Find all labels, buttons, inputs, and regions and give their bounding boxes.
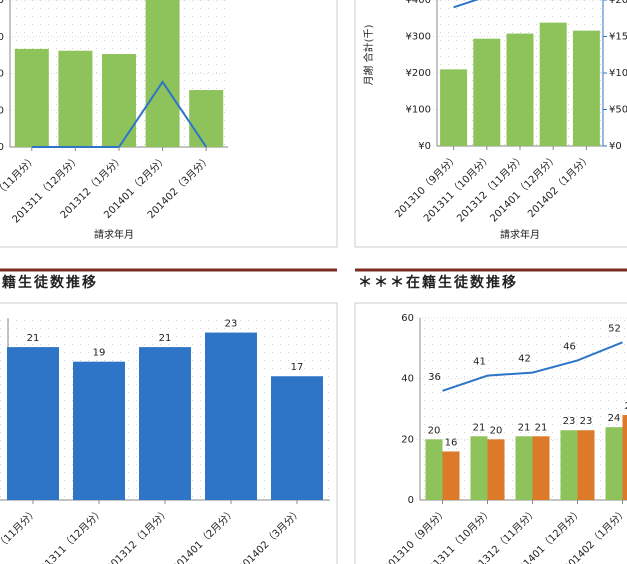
data-label: 21 xyxy=(518,422,531,433)
bar xyxy=(532,436,550,500)
bar xyxy=(440,69,468,146)
y-tick-label: ¥300 xyxy=(0,32,4,43)
bar xyxy=(487,439,505,500)
bar xyxy=(425,439,443,500)
data-label: 16 xyxy=(445,437,458,448)
section-title: 在籍生徒数推移 xyxy=(0,274,98,291)
bar xyxy=(58,50,93,148)
data-label: 21 xyxy=(535,422,548,433)
bar xyxy=(572,30,600,146)
data-label: 19 xyxy=(93,348,106,359)
y-tick-label: 40 xyxy=(401,374,414,385)
data-label: 46 xyxy=(563,341,576,352)
x-axis-title: 請求年月 xyxy=(94,228,134,241)
y-tick-label: ¥400 xyxy=(0,0,4,6)
data-label: 23 xyxy=(563,416,576,427)
bar xyxy=(442,451,460,500)
section-title: ＊＊＊在籍生徒数推移 xyxy=(358,274,518,291)
y2-tick-label: ¥100 xyxy=(609,68,627,79)
data-label: 17 xyxy=(291,362,304,373)
data-label: 21 xyxy=(27,333,40,344)
y-axis-title: 月謝 合計(千) xyxy=(362,24,375,85)
y-tick-label: 20 xyxy=(401,434,414,445)
data-label: 20 xyxy=(428,425,441,436)
bar xyxy=(205,332,257,500)
line xyxy=(442,341,623,392)
data-label: 21 xyxy=(473,422,486,433)
bar xyxy=(622,415,627,500)
bar xyxy=(145,0,180,148)
bar xyxy=(102,54,136,147)
bar xyxy=(473,38,501,146)
data-label: 42 xyxy=(518,354,531,365)
bar xyxy=(189,90,224,147)
data-label: 23 xyxy=(580,416,593,427)
y-tick-label: ¥400 xyxy=(406,0,431,6)
bar xyxy=(539,22,567,147)
bar xyxy=(14,48,49,147)
y-tick-label: ¥200 xyxy=(0,69,4,80)
bar xyxy=(271,376,323,500)
data-label: 24 xyxy=(608,413,621,424)
x-axis-title: 請求年月 xyxy=(500,228,540,241)
bar xyxy=(139,347,191,500)
y-tick-label: ¥0 xyxy=(0,142,4,153)
data-label: 21 xyxy=(159,333,172,344)
bar xyxy=(470,436,488,500)
y2-tick-label: ¥50 xyxy=(609,105,627,116)
y2-tick-label: ¥150 xyxy=(609,32,627,43)
bar xyxy=(506,33,534,146)
data-label: 23 xyxy=(225,319,238,330)
y-tick-label: ¥200 xyxy=(406,68,431,79)
data-label: 36 xyxy=(428,372,441,383)
y-tick-label: ¥0 xyxy=(418,141,431,152)
bar xyxy=(577,430,595,500)
bar xyxy=(73,361,125,500)
line xyxy=(453,0,479,9)
bar xyxy=(515,436,533,500)
bar xyxy=(560,430,578,500)
bar xyxy=(7,347,59,500)
data-label: 20 xyxy=(490,425,503,436)
y-tick-label: ¥100 xyxy=(0,105,4,116)
y2-tick-label: ¥200 xyxy=(609,0,627,6)
data-label: 41 xyxy=(473,357,486,368)
y2-tick-label: ¥0 xyxy=(609,141,622,152)
data-label: 52 xyxy=(608,323,621,334)
data-label: 28 xyxy=(625,401,627,412)
y-tick-label: ¥100 xyxy=(406,105,431,116)
y-tick-label: 60 xyxy=(401,313,414,324)
y-tick-label: 0 xyxy=(408,495,414,506)
bar xyxy=(605,427,623,500)
y-tick-label: ¥300 xyxy=(406,32,431,43)
